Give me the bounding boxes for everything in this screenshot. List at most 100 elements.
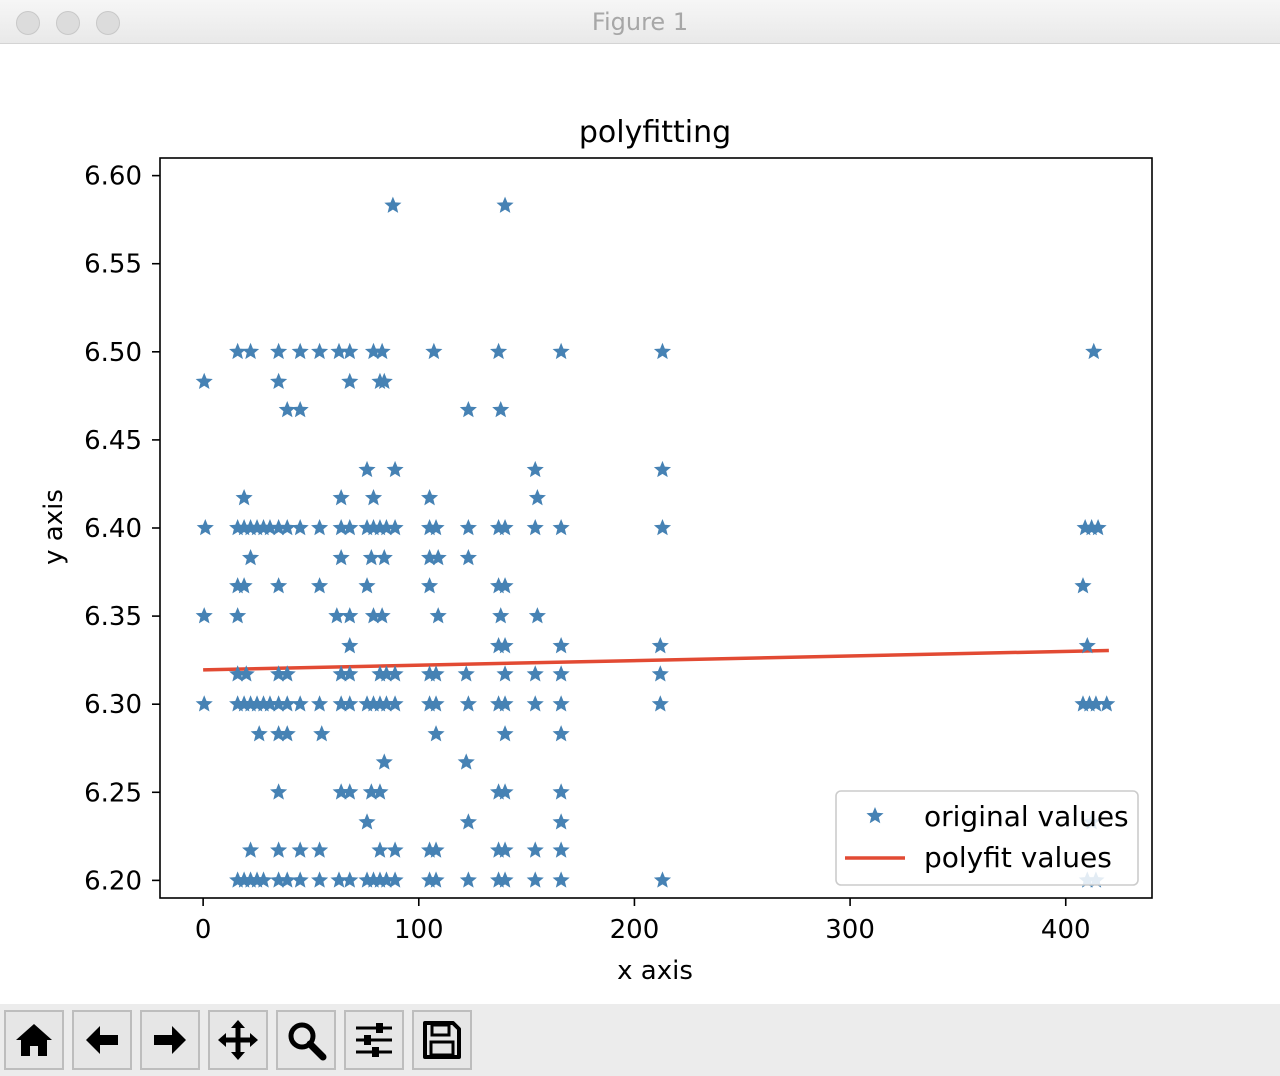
- legend-star-marker: [866, 807, 884, 824]
- configure-subplots-icon: [356, 1023, 392, 1057]
- data-point: [311, 841, 329, 858]
- data-point: [291, 342, 309, 360]
- data-point: [237, 665, 255, 682]
- data-point: [653, 519, 672, 536]
- data-point: [651, 695, 669, 712]
- minimize-window-button[interactable]: [56, 11, 80, 35]
- data-point: [235, 489, 253, 506]
- x-axis-label: x axis: [617, 956, 693, 986]
- data-point: [341, 665, 359, 682]
- data-point: [386, 519, 404, 536]
- data-point: [328, 607, 346, 624]
- x-tick-label: 200: [610, 915, 660, 945]
- back-arrow-icon: [86, 1026, 118, 1054]
- data-point: [427, 841, 445, 858]
- data-point: [229, 342, 247, 360]
- data-point: [552, 871, 570, 888]
- data-point: [552, 695, 570, 712]
- data-point: [229, 665, 247, 682]
- data-point: [526, 519, 544, 536]
- data-point: [341, 519, 359, 536]
- data-point: [496, 637, 514, 654]
- data-point: [242, 342, 260, 360]
- data-point: [364, 607, 383, 624]
- data-point: [386, 871, 404, 888]
- data-point: [261, 695, 279, 712]
- data-point: [270, 841, 288, 858]
- data-point: [552, 841, 570, 858]
- data-point: [371, 841, 389, 858]
- data-point: [653, 871, 672, 888]
- polyfit-line: [203, 648, 1109, 672]
- data-point: [291, 841, 309, 858]
- home-button[interactable]: [4, 1010, 64, 1070]
- data-point: [421, 577, 439, 594]
- figure-canvas[interactable]: polyfitting x axis y axis 0 100 200 300 400 6…: [0, 44, 1280, 1004]
- navigation-toolbar: [0, 1004, 1280, 1076]
- data-point: [429, 607, 447, 624]
- plot-area-frame: [159, 157, 1153, 899]
- data-point: [653, 460, 672, 478]
- data-point: [459, 871, 477, 888]
- data-point: [386, 665, 404, 682]
- data-point: [552, 725, 570, 742]
- data-point: [492, 400, 510, 418]
- data-point: [242, 548, 260, 566]
- pan-button[interactable]: [208, 1010, 268, 1070]
- data-point: [386, 695, 404, 712]
- data-point: [459, 548, 477, 566]
- data-point: [195, 695, 213, 712]
- data-point: [270, 577, 288, 594]
- zoom-window-button[interactable]: [96, 11, 120, 35]
- original-values-series: [195, 196, 1116, 888]
- configure-subplots-button[interactable]: [344, 1010, 404, 1070]
- data-point: [427, 519, 445, 536]
- data-point: [373, 607, 391, 624]
- data-point: [196, 519, 214, 536]
- data-point: [341, 637, 359, 654]
- y-tick-label: 6.35: [84, 602, 142, 632]
- data-point: [235, 577, 253, 594]
- x-tick-label: 100: [394, 915, 444, 945]
- data-point: [332, 548, 350, 566]
- data-point: [421, 489, 439, 506]
- data-point: [261, 519, 279, 536]
- forward-button[interactable]: [140, 1010, 200, 1070]
- data-point: [496, 695, 514, 712]
- legend: original values polyfit values: [835, 790, 1139, 886]
- window-titlebar: Figure 1: [0, 0, 1280, 44]
- data-point: [270, 695, 288, 712]
- data-point: [1089, 519, 1107, 536]
- data-point: [427, 695, 445, 712]
- data-point: [375, 372, 393, 390]
- data-point: [429, 548, 447, 566]
- data-point: [341, 695, 359, 712]
- x-tick-label: 0: [195, 915, 212, 945]
- data-point: [528, 489, 546, 506]
- data-point: [278, 519, 296, 536]
- save-button[interactable]: [412, 1010, 472, 1070]
- zoom-button[interactable]: [276, 1010, 336, 1070]
- x-tick-label: 400: [1041, 915, 1091, 945]
- data-point: [270, 519, 288, 536]
- forward-arrow-icon: [154, 1026, 186, 1054]
- data-point: [364, 489, 383, 506]
- data-point: [427, 665, 445, 682]
- polyfit-series: [203, 648, 1109, 672]
- data-point: [427, 871, 445, 888]
- data-point: [311, 342, 329, 360]
- close-window-button[interactable]: [16, 11, 40, 35]
- data-point: [375, 548, 393, 566]
- data-point: [1085, 342, 1103, 360]
- data-point: [341, 783, 359, 800]
- back-button[interactable]: [72, 1010, 132, 1070]
- data-point: [526, 460, 544, 478]
- data-point: [362, 783, 380, 800]
- data-point: [341, 871, 359, 888]
- save-floppy-icon: [423, 1021, 461, 1059]
- y-tick-label: 6.40: [84, 514, 142, 544]
- y-tick-label: 6.45: [84, 426, 142, 456]
- data-point: [528, 607, 546, 624]
- legend-label-polyfit: polyfit values: [924, 841, 1112, 874]
- data-point: [375, 753, 393, 770]
